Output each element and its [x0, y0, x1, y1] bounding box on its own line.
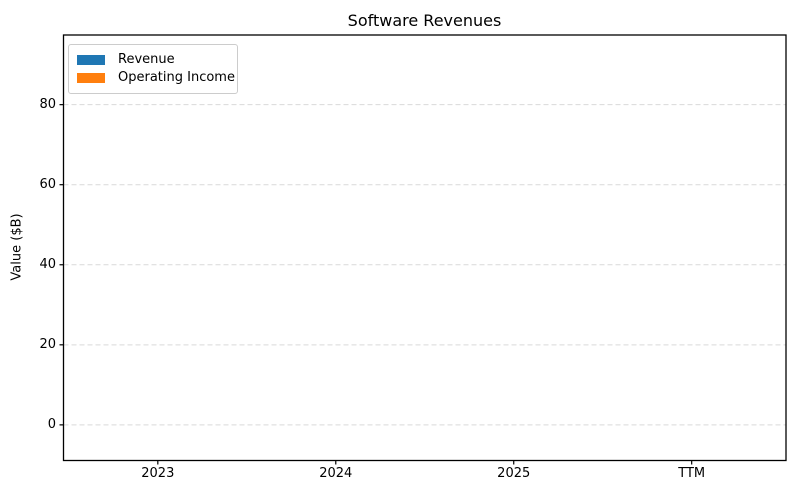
y-axis-label: Value ($B)	[9, 213, 25, 281]
legend-item-operating-income: Operating Income	[77, 70, 235, 86]
legend-swatch-operating-income	[77, 73, 105, 83]
legend: Revenue Operating Income	[68, 44, 238, 94]
legend-label-operating-income: Operating Income	[118, 70, 235, 85]
chart-title: Software Revenues	[347, 11, 502, 30]
legend-swatch-revenue	[77, 55, 105, 65]
axes-frame	[62, 34, 787, 462]
legend-label-revenue: Revenue	[118, 52, 175, 67]
legend-item-revenue: Revenue	[77, 52, 229, 68]
